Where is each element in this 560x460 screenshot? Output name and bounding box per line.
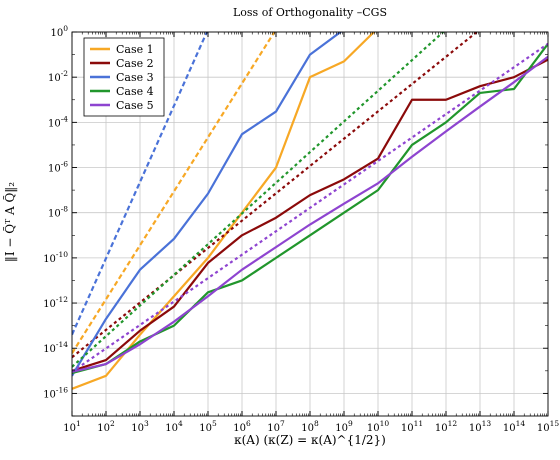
x-axis-label: κ(A) (κ(Z) = κ(A)^{1/2}) (234, 433, 386, 447)
legend-label: Case 2 (116, 57, 154, 70)
series-line-case-3 (72, 32, 343, 377)
series-layer (72, 32, 548, 390)
x-tick-label: 1014 (503, 419, 526, 434)
y-tick-label: 10-14 (43, 340, 68, 355)
y-tick-label: 10-12 (43, 295, 68, 310)
x-tick-label: 1012 (435, 419, 458, 434)
y-tick-label: 10-16 (43, 385, 68, 400)
x-tick-label: 109 (335, 419, 353, 434)
y-tick-label: 10-6 (48, 160, 68, 175)
series-line-case-5 (72, 55, 548, 373)
series-line-case-2 (72, 58, 548, 372)
legend-label: Case 5 (116, 99, 154, 112)
x-tick-label: 103 (131, 419, 149, 434)
x-tick-label: 1010 (367, 419, 390, 434)
y-axis-label: ‖I − Q̃ᵀ A Q̃‖₂ (2, 182, 17, 262)
x-tick-label: 102 (97, 419, 115, 434)
legend-label: Case 3 (116, 71, 154, 84)
y-tick-label: 10-8 (48, 205, 68, 220)
x-tick-label: 104 (165, 419, 183, 434)
x-tick-label: 107 (267, 419, 285, 434)
x-tick-label: 106 (233, 419, 251, 434)
x-tick-label: 105 (199, 419, 217, 434)
grid (71, 31, 549, 416)
x-tick-label: 108 (301, 419, 319, 434)
y-tick-label: 10-10 (43, 250, 68, 265)
x-tick-label: 101 (63, 419, 81, 434)
y-tick-label: 10-4 (48, 114, 68, 129)
y-tick-label: 10-2 (48, 69, 68, 84)
legend-label: Case 1 (116, 43, 154, 56)
legend-label: Case 4 (116, 85, 154, 98)
x-tick-label: 1015 (537, 419, 560, 434)
chart-title: Loss of Orthogonality –CGS (233, 6, 387, 19)
series-line-case-5-bound (72, 42, 548, 373)
x-tick-label: 1013 (469, 419, 492, 434)
y-tick-label: 100 (50, 24, 68, 39)
x-tick-label: 1011 (401, 419, 423, 434)
